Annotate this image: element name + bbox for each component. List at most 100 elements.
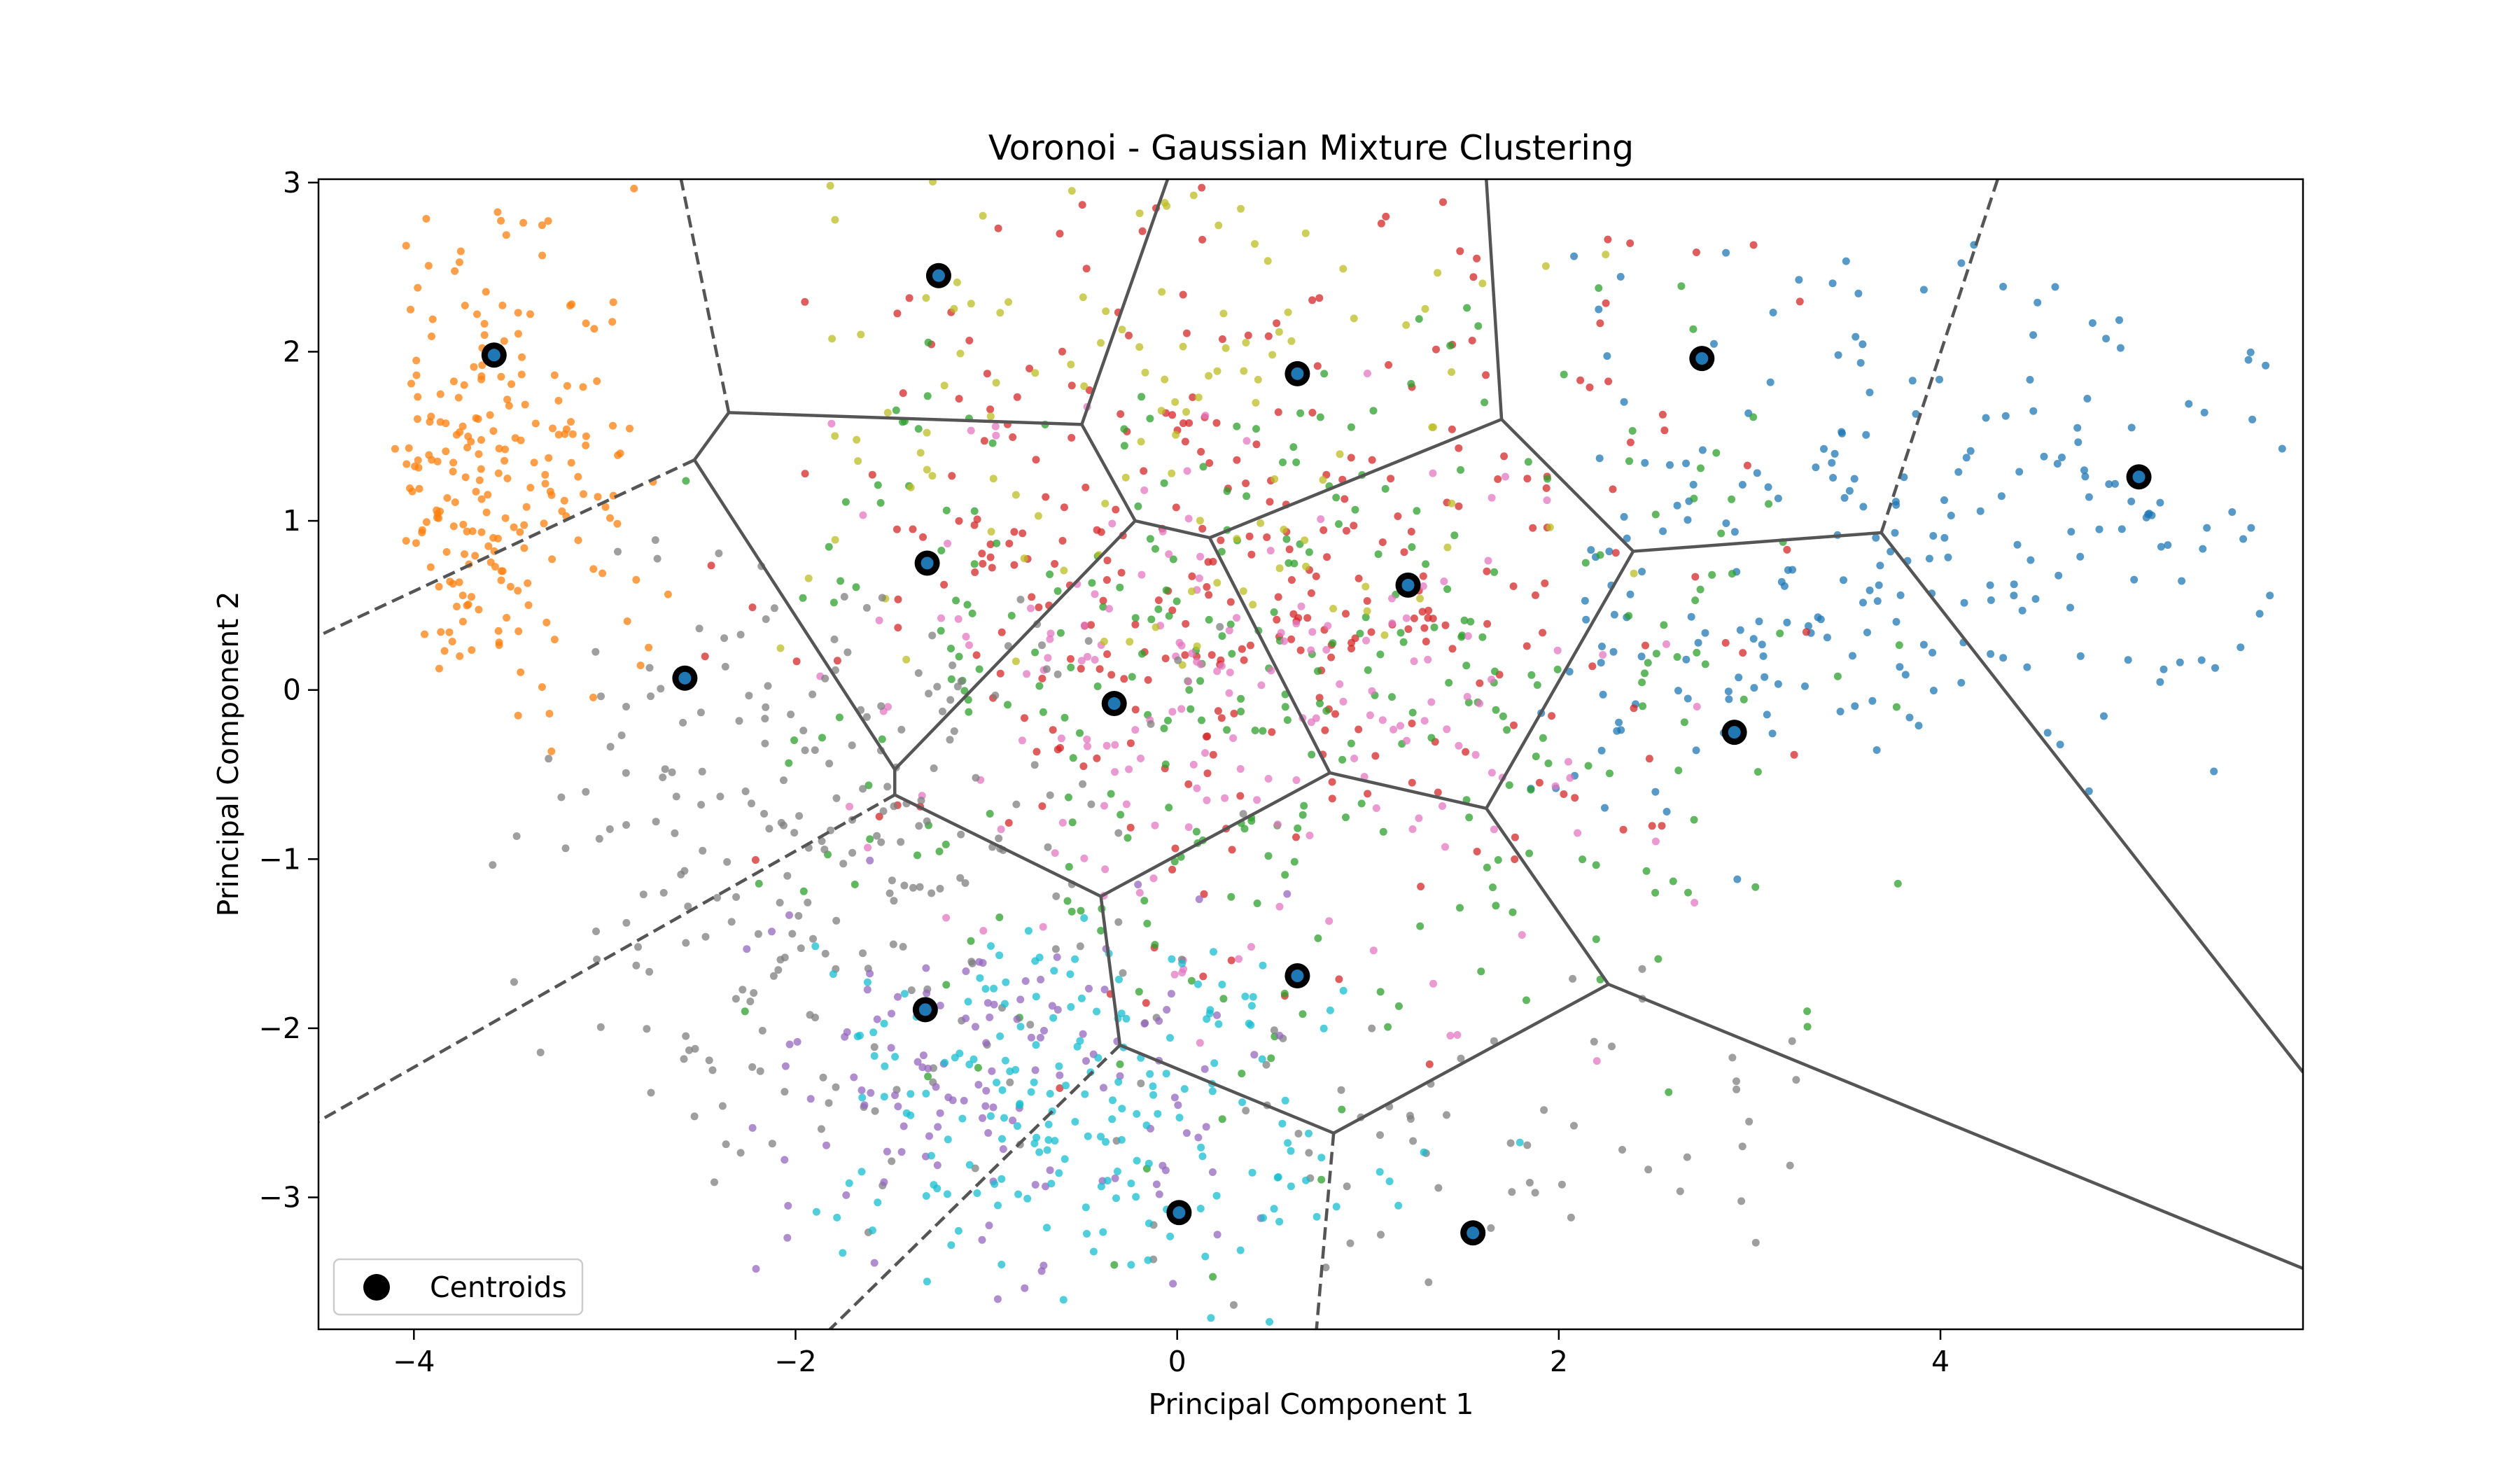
data-point — [1164, 716, 1172, 724]
data-point — [879, 807, 888, 816]
data-point — [1186, 705, 1195, 713]
data-point — [1892, 617, 1900, 626]
data-point — [1849, 652, 1856, 660]
data-point — [1258, 1055, 1266, 1063]
data-point — [755, 879, 763, 888]
data-point — [2056, 741, 2064, 749]
data-point — [986, 1013, 994, 1021]
data-point — [482, 508, 491, 517]
data-point — [1047, 1180, 1056, 1188]
data-point — [1140, 467, 1148, 475]
data-point — [1245, 1019, 1253, 1028]
data-point — [622, 821, 631, 829]
data-point — [1165, 804, 1173, 812]
data-point — [477, 372, 486, 380]
data-point — [1402, 614, 1410, 622]
data-point — [968, 609, 976, 617]
y-axis-label: Principal Component 2 — [211, 592, 245, 917]
data-point — [1662, 640, 1670, 648]
data-point — [707, 561, 715, 570]
data-point — [653, 554, 662, 563]
data-point — [1169, 1280, 1177, 1288]
data-point — [1168, 606, 1177, 615]
voronoi-edge — [1333, 983, 1609, 1135]
data-point — [1079, 762, 1088, 771]
data-point — [1294, 1130, 1303, 1138]
data-point — [1445, 678, 1453, 687]
data-point — [1814, 613, 1822, 622]
data-point — [433, 457, 442, 465]
data-point — [1080, 621, 1088, 629]
y-tick-label: 3 — [283, 166, 301, 200]
data-point — [1384, 1023, 1392, 1031]
data-point — [1592, 935, 1600, 944]
data-point — [1021, 714, 1028, 722]
data-point — [906, 1090, 915, 1098]
data-point — [1665, 1088, 1673, 1096]
data-point — [876, 498, 885, 507]
data-point — [1684, 888, 1692, 897]
data-point — [1745, 1117, 1754, 1126]
data-point — [1400, 548, 1408, 556]
data-point — [864, 781, 873, 790]
data-point — [1602, 251, 1610, 259]
data-point — [601, 503, 610, 511]
data-point — [1652, 650, 1660, 658]
data-point — [936, 1109, 944, 1117]
data-point — [1523, 475, 1532, 483]
data-point — [1121, 473, 1130, 482]
data-point — [924, 338, 932, 346]
data-point — [1263, 533, 1271, 541]
data-point — [1083, 1230, 1091, 1238]
data-point — [1007, 612, 1016, 620]
data-point — [1059, 1296, 1068, 1304]
data-point — [435, 582, 443, 591]
data-point — [1172, 597, 1181, 606]
data-point — [1103, 1177, 1112, 1185]
data-point — [1805, 622, 1812, 630]
data-point — [883, 1147, 891, 1156]
data-point — [1642, 867, 1651, 875]
data-point — [963, 601, 972, 609]
data-point — [1245, 532, 1254, 540]
data-point — [608, 318, 617, 326]
data-point — [2080, 466, 2088, 475]
data-point — [788, 930, 797, 938]
data-point — [1073, 1042, 1082, 1051]
data-point — [746, 997, 755, 1006]
data-point — [516, 528, 524, 536]
data-point — [1214, 707, 1222, 715]
data-point — [1865, 586, 1874, 594]
data-point — [1339, 697, 1348, 706]
data-point — [1691, 573, 1700, 581]
data-point — [941, 1058, 949, 1067]
data-point — [806, 1011, 814, 1019]
data-point — [1010, 561, 1018, 569]
data-point — [806, 1095, 815, 1103]
data-point — [1509, 582, 1518, 590]
data-point — [1142, 1121, 1151, 1130]
data-point — [1387, 475, 1395, 483]
data-point — [1430, 623, 1438, 631]
data-point — [1381, 484, 1390, 493]
data-point — [1188, 587, 1196, 596]
data-point — [606, 514, 614, 522]
data-point — [456, 428, 464, 436]
data-point — [1056, 629, 1065, 637]
data-point — [1463, 692, 1471, 701]
data-point — [1184, 678, 1193, 686]
data-point — [541, 470, 550, 479]
data-point — [892, 525, 901, 533]
data-point — [988, 564, 996, 572]
data-point — [442, 447, 450, 456]
data-point — [1289, 443, 1298, 451]
data-point — [1308, 409, 1317, 416]
data-point — [1097, 1133, 1105, 1141]
data-point — [542, 618, 551, 626]
data-point — [1077, 906, 1085, 915]
data-point — [1046, 635, 1054, 643]
data-point — [1786, 1161, 1794, 1170]
data-point — [1488, 676, 1496, 684]
data-point — [1283, 890, 1292, 898]
data-point — [1606, 769, 1614, 778]
